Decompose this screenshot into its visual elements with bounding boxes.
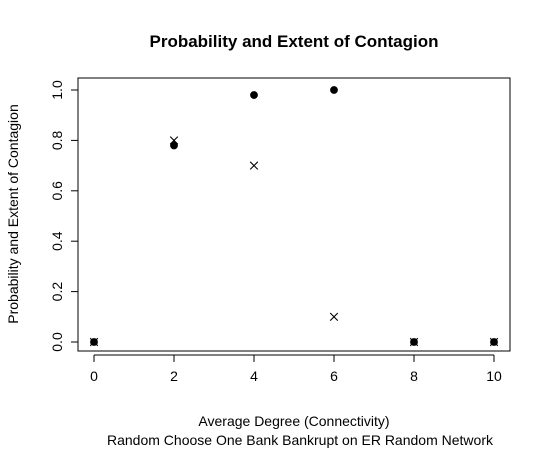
x-tick-label: 0	[90, 368, 98, 384]
x-axis: 0 2 4 6 8 10	[90, 354, 502, 384]
data-point-cross	[409, 337, 419, 347]
y-axis-label: Probability and Extent of Contagion	[5, 104, 21, 323]
data-point-cross	[89, 337, 99, 347]
x-axis-sublabel: Random Choose One Bank Bankrupt on ER Ra…	[107, 432, 494, 448]
x-tick-label: 6	[330, 368, 338, 384]
data-point-cross	[169, 136, 179, 145]
data-points	[89, 86, 499, 347]
y-axis: 0.0 0.2 0.4 0.6 0.8 1.0	[49, 80, 79, 352]
plot-area-border	[77, 77, 511, 352]
data-point-circle	[330, 86, 338, 94]
y-tick-label: 0.4	[49, 231, 65, 251]
data-point-cross-stroke	[409, 337, 419, 347]
x-axis-label: Average Degree (Connectivity)	[198, 413, 389, 429]
y-tick-label: 1.0	[49, 80, 65, 100]
x-tick-label: 2	[170, 368, 178, 384]
x-tick-label: 8	[410, 368, 418, 384]
data-point-cross-stroke	[489, 337, 499, 347]
y-tick-label: 0.8	[49, 130, 65, 150]
chart-title: Probability and Extent of Contagion	[150, 32, 439, 51]
data-point-cross	[329, 312, 339, 321]
y-tick-label: 0.2	[49, 282, 65, 302]
data-point-circle	[250, 91, 258, 99]
data-point-circle	[170, 141, 178, 150]
data-point-cross-stroke	[249, 161, 259, 170]
x-tick-label: 10	[486, 368, 502, 384]
data-point-cross-stroke	[329, 312, 339, 321]
data-point-cross-stroke	[169, 136, 179, 145]
data-point-cross	[489, 337, 499, 347]
data-point-cross	[249, 161, 259, 170]
data-point-cross-stroke	[89, 337, 99, 347]
x-tick-label: 4	[250, 368, 258, 384]
y-tick-label: 0.0	[49, 332, 65, 352]
y-tick-label: 0.6	[49, 181, 65, 201]
